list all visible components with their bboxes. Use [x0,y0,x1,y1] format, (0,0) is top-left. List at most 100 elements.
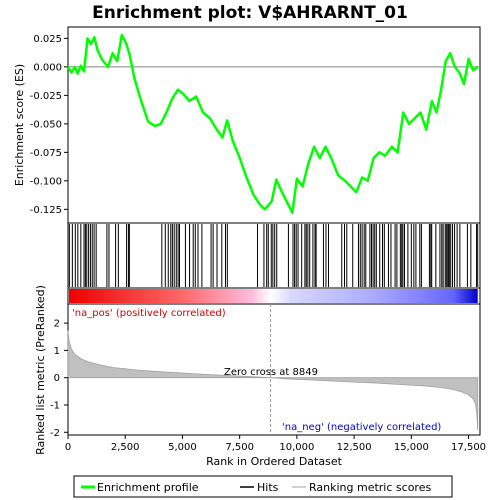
es-point [226,119,228,122]
es-point [330,157,333,159]
es-point [349,185,352,188]
es-point [188,100,191,102]
es-point [128,54,131,57]
es-point [313,145,315,148]
bottom-y-tick-label: 1 [54,346,60,357]
axis-layer: 0.025 0.000 -0.025 -0.050 -0.075 -0.100 -0.125… [30,34,486,453]
top-y-tick-label: -0.125 [30,205,62,216]
top-y-tick-label: 0.000 [33,62,62,73]
es-point [467,58,470,60]
es-point [463,83,465,85]
es-point [372,157,375,159]
rank-band-fill [69,289,478,303]
top-y-tick-label: -0.050 [30,119,62,130]
neg-annotation: 'na_neg' (negatively correlated) [282,422,441,433]
es-point [133,77,136,80]
es-point [449,52,452,55]
legend-box [73,475,453,498]
es-point [154,125,156,128]
pos-annotation: 'na_pos' (positively correlated) [72,308,226,319]
es-point [295,177,298,180]
es-point [378,151,381,154]
legend-metric-label: Ranking metric scores [309,481,431,494]
es-point [318,157,321,159]
es-point [159,122,162,125]
es-point [291,211,294,214]
x-tick-label: 7,500 [225,442,254,453]
es-point [361,176,364,179]
zero-cross-annotation: Zero cross at 8849 [224,367,318,378]
es-point [384,154,386,157]
es-point [125,43,128,45]
legend-hits-label: Hits [257,481,279,494]
x-tick-label: 2,500 [111,442,140,453]
es-point [444,60,447,63]
top-y-axis-label: Enrichment score (ES) [13,64,26,186]
es-point [238,157,241,159]
es-point [435,111,438,114]
es-point [171,97,174,100]
es-point [116,60,119,63]
es-point [275,178,278,181]
es-point [286,202,289,205]
metric-area [67,330,479,431]
top-y-tick-label: 0.025 [33,34,62,45]
es-point [263,208,266,211]
top-y-tick-label: -0.075 [30,148,62,159]
es-point [70,71,73,74]
es-point [344,179,346,182]
es-point [245,176,248,179]
x-tick-label: 17,500 [451,442,486,453]
es-point [453,65,456,68]
es-point [476,65,479,68]
es-point [355,191,358,194]
es-point [366,179,369,182]
es-point [307,162,310,165]
es-point [324,145,327,148]
es-point [89,43,92,45]
es-point [252,193,255,196]
es-point [431,100,433,102]
es-point [337,174,339,177]
es-point [79,64,82,67]
es-point [76,72,79,75]
es-point [281,191,283,194]
x-tick-label: 15,000 [394,442,429,453]
es-point [202,111,204,114]
es-point [111,52,114,55]
es-layer [66,33,480,214]
es-point [231,140,234,142]
bottom-y-axis-label: Ranked list metric (PreRanked) [34,285,47,455]
es-point [182,93,185,96]
es-point [258,202,261,205]
bottom-y-tick-label: -2 [50,428,60,439]
es-point [165,111,168,114]
es-point [215,128,218,131]
es-point [86,37,89,40]
bottom-y-tick-label: -1 [50,400,60,411]
metric-panel [67,303,481,436]
es-point [176,88,179,91]
es-point [73,65,76,68]
es-point [270,200,273,203]
band-layer [69,289,478,303]
es-point [83,70,85,73]
chart-title: Enrichment plot: V$AHRARNT_01 [92,3,408,23]
es-point [413,117,416,120]
legend-es-label: Enrichment profile [97,481,199,494]
es-point [402,111,405,114]
es-point [147,120,150,123]
es-point [408,122,410,125]
x-tick-label: 0 [65,442,71,453]
top-y-tick-label: -0.025 [30,91,62,102]
es-point [107,65,109,68]
es-point [472,69,475,72]
x-axis-label: Rank in Ordered Dataset [206,455,343,468]
x-tick-label: 5,000 [168,442,197,453]
es-point [101,59,104,61]
es-profile-line [66,33,479,214]
es-point [195,95,198,98]
es-point [419,111,422,114]
es-point [140,100,143,102]
x-tick-label: 12,500 [337,442,372,453]
